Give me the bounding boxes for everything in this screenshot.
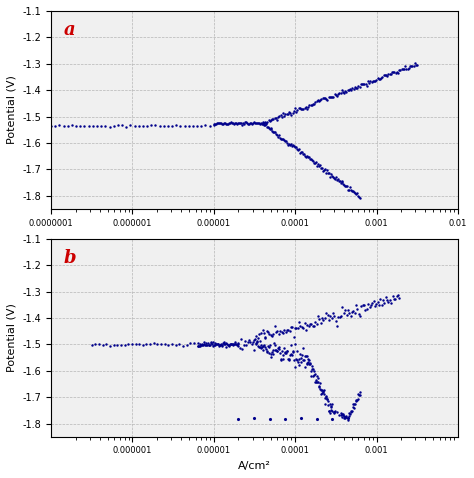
- X-axis label: A/cm²: A/cm²: [238, 461, 271, 471]
- Text: a: a: [64, 21, 75, 39]
- Text: b: b: [64, 249, 76, 267]
- Y-axis label: Potential (V): Potential (V): [7, 76, 17, 144]
- Y-axis label: Potential (V): Potential (V): [7, 304, 17, 372]
